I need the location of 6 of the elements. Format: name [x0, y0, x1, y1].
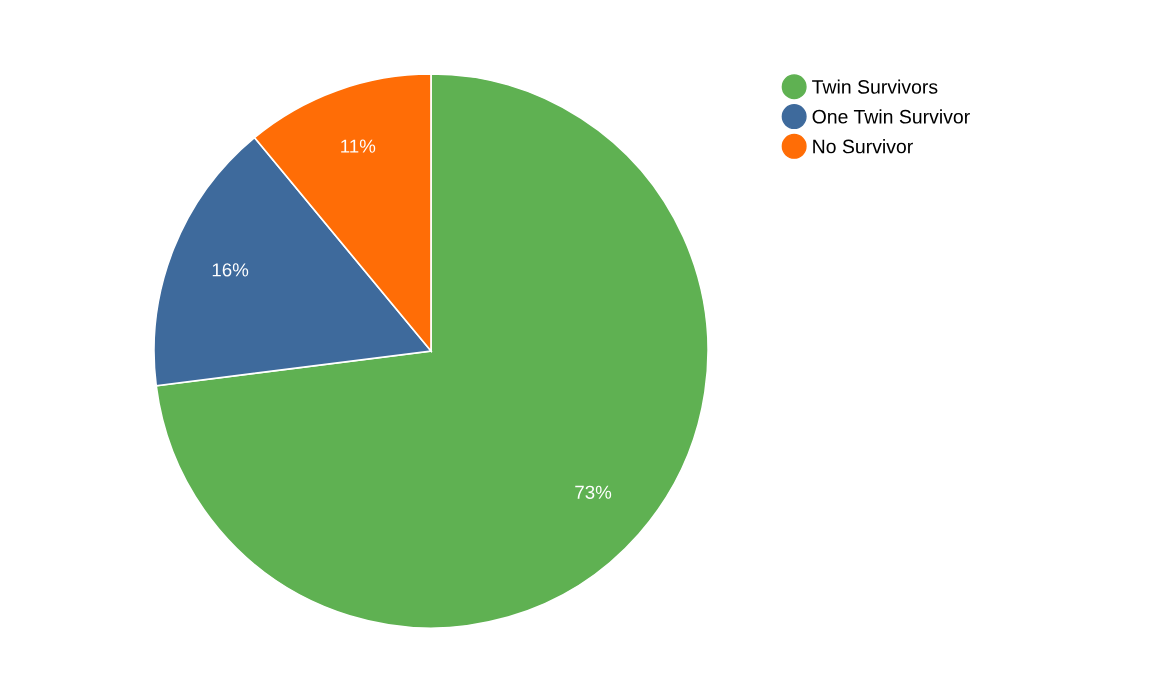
data-label: 16% — [212, 263, 249, 277]
data-label: 11% — [341, 139, 376, 153]
legend-label: No Survivor — [813, 139, 913, 154]
legend-label: One Twin Survivor — [812, 109, 970, 124]
data-label: 73% — [575, 485, 612, 499]
legend-label: Twin Survivors — [812, 79, 938, 94]
